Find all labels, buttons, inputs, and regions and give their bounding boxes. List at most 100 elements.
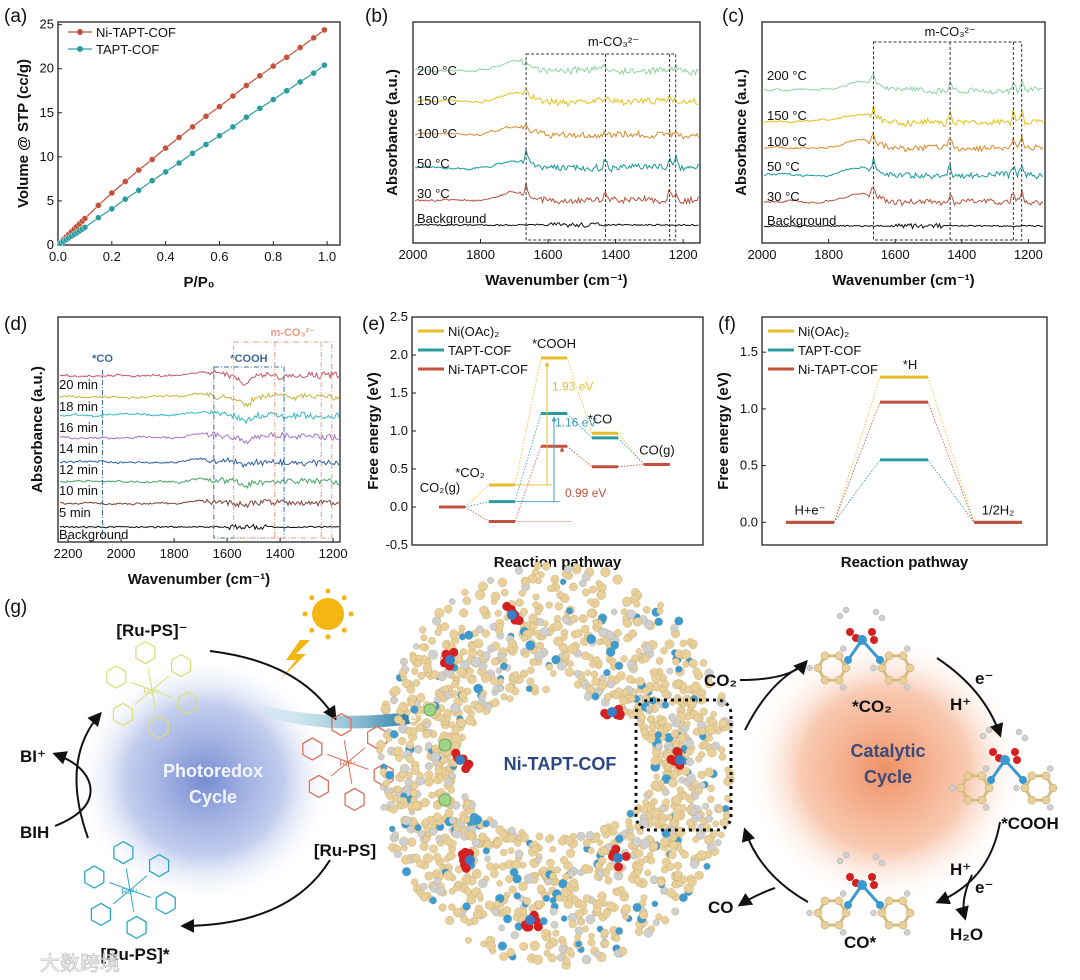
cof-atom <box>685 747 694 756</box>
series-label: 5 min <box>59 505 91 520</box>
hydrogen-atom <box>878 614 886 622</box>
cof-atom <box>718 752 727 761</box>
pyridine-ring <box>302 737 323 761</box>
cof-atom <box>376 746 384 754</box>
label-h-2: H⁺ <box>950 860 971 879</box>
cof-atom <box>705 734 713 742</box>
cof-atom <box>583 692 592 701</box>
label-co-out: CO <box>708 898 734 917</box>
active-site-highlight-box <box>634 698 733 832</box>
cof-atom <box>718 831 725 839</box>
cof-atom <box>656 714 663 722</box>
cof-atom <box>691 792 700 800</box>
cof-atom <box>672 795 682 805</box>
cof-atom <box>666 667 674 675</box>
oxygen-atom <box>870 636 878 644</box>
cof-atom <box>679 893 688 903</box>
pyridine-ring <box>177 691 198 715</box>
ni-atom <box>445 655 455 665</box>
cof-atom <box>507 847 515 855</box>
ni-atom <box>507 610 517 620</box>
cof-atom <box>586 634 597 644</box>
series-label: 150 °C <box>417 93 457 108</box>
legend-label: Ni(OAc)₂ <box>798 324 849 339</box>
spectrum-100 °C <box>414 123 699 140</box>
oxygen-atom <box>1013 756 1021 764</box>
cof-atom <box>597 679 608 690</box>
cof-atom <box>422 730 431 739</box>
cof-atom <box>689 859 700 869</box>
cof-label: Ni-TAPT-COF <box>504 754 617 774</box>
cof-atom <box>573 669 582 678</box>
cof-atom <box>646 789 654 797</box>
cof-atom <box>420 882 428 891</box>
cof-atom <box>600 928 609 938</box>
cof-atom <box>594 900 603 909</box>
step-label: CO(g) <box>639 442 674 457</box>
cof-atom <box>428 649 438 660</box>
cof-atom <box>478 878 488 889</box>
cof-atom <box>649 842 659 851</box>
cof-atom <box>691 815 698 823</box>
cof-atom <box>407 837 417 847</box>
cof-atom <box>476 625 484 633</box>
x-tick-label: 1600 <box>534 247 563 262</box>
cof-atom <box>420 634 428 642</box>
hydrogen-atom <box>806 909 813 917</box>
pyridine-ring <box>170 653 192 678</box>
spectrum-12 min <box>59 456 340 469</box>
cof-atom <box>567 644 578 654</box>
cof-atom <box>710 711 717 718</box>
cof-atom <box>719 818 729 828</box>
hydrogen-atom <box>840 684 847 691</box>
cof-atom <box>694 870 704 880</box>
cof-atom <box>581 624 590 633</box>
data-point <box>243 113 250 121</box>
cof-atom <box>646 734 656 744</box>
bond <box>151 689 173 698</box>
spectrum-100 °C <box>763 131 1044 153</box>
cof-atom <box>581 954 592 965</box>
nitrogen-atom <box>844 901 852 909</box>
cof-atom <box>606 862 614 871</box>
cof-atom <box>669 841 678 850</box>
cof-atom <box>525 640 536 651</box>
legend-label: TAPT-COF <box>448 343 511 358</box>
carbon-atom <box>898 896 908 906</box>
carbon-atom <box>898 651 908 661</box>
cof-atom <box>430 670 440 679</box>
series-label: 100 °C <box>417 126 457 141</box>
cof-atom <box>587 847 595 854</box>
cof-atom <box>443 870 454 881</box>
cof-atom <box>387 800 395 808</box>
cof-atom <box>490 869 499 878</box>
cof-atom <box>502 906 512 915</box>
cof-atom <box>451 680 460 689</box>
cof-atom <box>393 849 402 859</box>
spectrum-20 min <box>59 369 340 386</box>
cof-atom <box>665 814 673 821</box>
cof-atom <box>724 794 732 802</box>
cof-atom <box>429 896 437 905</box>
hydrogen-atom <box>872 853 880 861</box>
nitrogen-atom <box>987 776 995 784</box>
cof-atom <box>480 672 491 683</box>
cof-atom <box>455 880 462 888</box>
ni-oac-oxygen-atom <box>461 863 471 873</box>
cof-atom <box>392 831 399 838</box>
x-tick-label: 0.0 <box>49 249 67 264</box>
y-tick-label: 2.0 <box>390 347 408 362</box>
cof-atom <box>500 848 508 857</box>
cof-atom <box>434 628 442 637</box>
cof-atom <box>696 850 707 860</box>
label-h2o: H₂O <box>950 925 983 944</box>
cof-atom <box>508 639 517 648</box>
cof-atom <box>527 666 535 675</box>
cof-atom <box>661 690 671 699</box>
data-point <box>148 177 156 184</box>
cof-atom <box>698 727 707 736</box>
cof-atom <box>492 908 500 917</box>
data-point <box>162 168 169 176</box>
ni-oac-oxygen-atom <box>615 709 625 719</box>
cof-atom <box>569 878 579 888</box>
